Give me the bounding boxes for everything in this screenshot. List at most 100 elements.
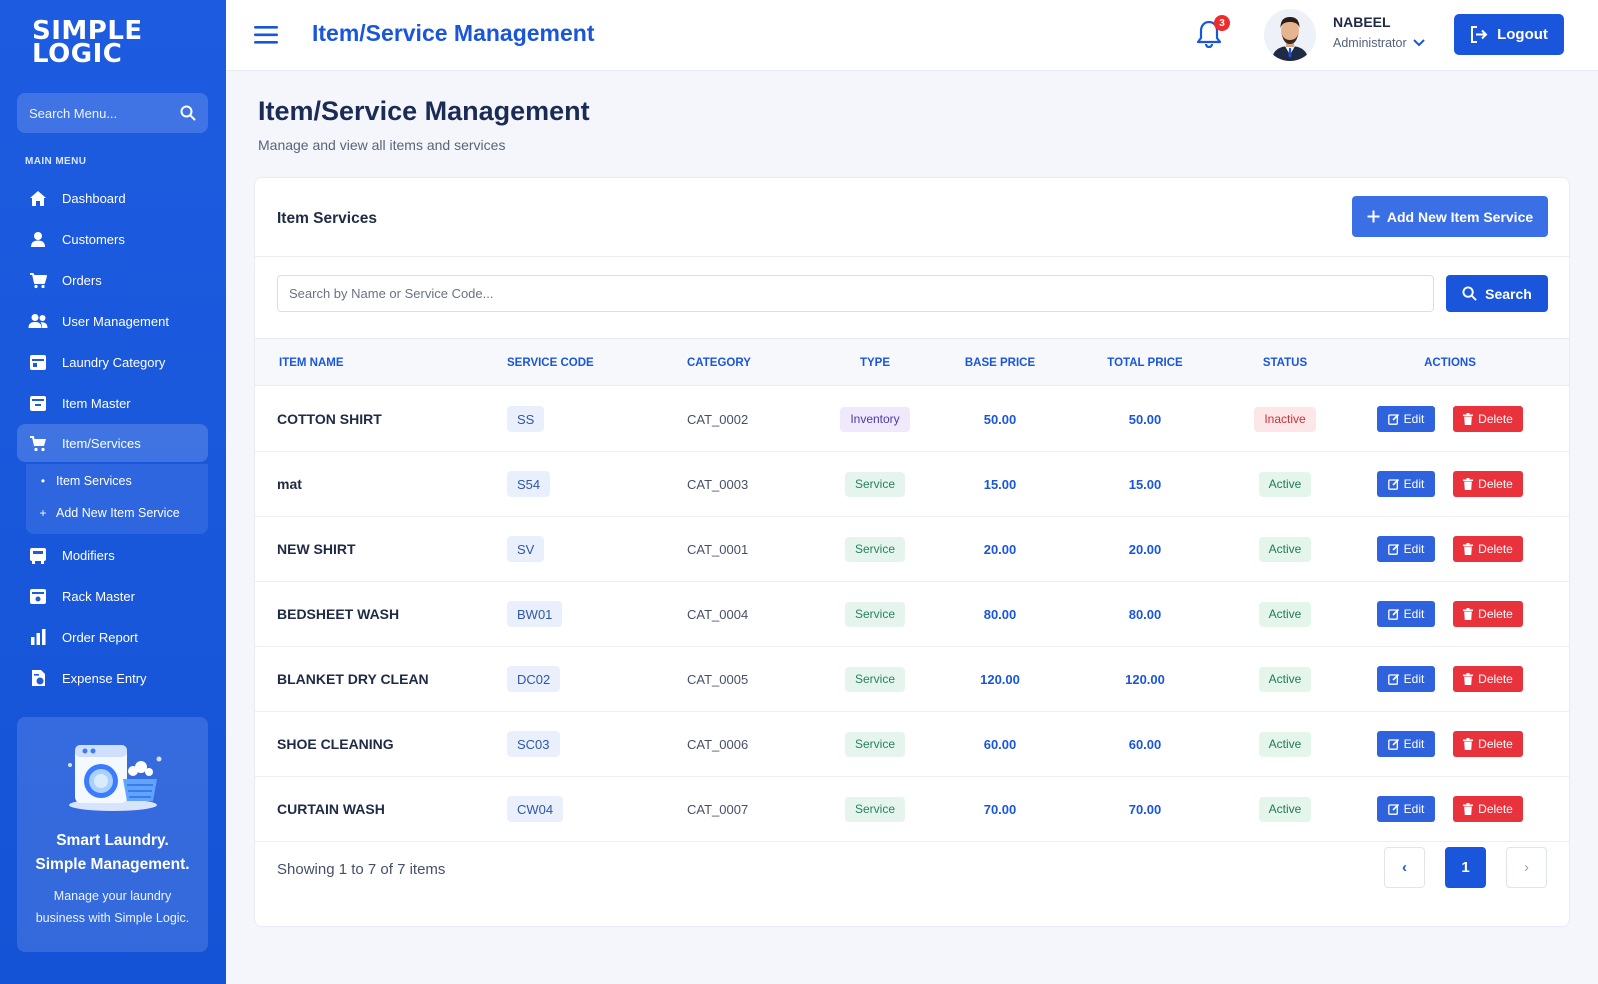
- service-code-cell: SV: [507, 517, 545, 581]
- total-price: 50.00: [1128, 411, 1162, 427]
- type-cell: Service: [833, 712, 917, 776]
- total-price: 20.00: [1128, 541, 1162, 557]
- sidebar-item-customers[interactable]: Customers: [17, 220, 208, 258]
- service-code: SC03: [507, 731, 560, 757]
- edit-icon: [1387, 543, 1399, 555]
- sidebar-item-order-report[interactable]: Order Report: [17, 618, 208, 656]
- search-button[interactable]: Search: [1446, 275, 1548, 312]
- chevron-left-icon: ‹: [1402, 859, 1407, 876]
- sidebar-item-user-management[interactable]: User Management: [17, 302, 208, 340]
- type-cell: Service: [833, 517, 917, 581]
- type-badge: Service: [844, 666, 905, 692]
- total-price: 70.00: [1128, 801, 1162, 817]
- column-header-item-name[interactable]: ITEM NAME: [279, 357, 344, 369]
- table-row: CURTAIN WASH CW04 CAT_0007 Service 70.00 70.0…: [255, 777, 1569, 842]
- sidebar-item-label: Laundry Category: [62, 354, 166, 370]
- hamburger-menu-icon[interactable]: [254, 26, 278, 44]
- delete-button[interactable]: Delete: [1453, 731, 1523, 757]
- trash-icon: [1463, 478, 1474, 490]
- item-name: SHOE CLEANING: [277, 736, 394, 752]
- type-badge: Service: [844, 796, 905, 822]
- sidebar-item-item-services[interactable]: Item/Services: [17, 424, 208, 462]
- service-code-cell: SS: [507, 387, 545, 451]
- item-name: BLANKET DRY CLEAN: [277, 671, 429, 687]
- column-header-type[interactable]: TYPE: [859, 357, 891, 369]
- delete-button[interactable]: Delete: [1453, 601, 1523, 627]
- column-header-base-price[interactable]: BASE PRICE: [964, 357, 1036, 369]
- sidebar-item-orders[interactable]: Orders: [17, 261, 208, 299]
- submenu-item-add-new[interactable]: + Add New Item Service: [39, 506, 179, 520]
- logout-icon: [1471, 26, 1488, 43]
- search-input[interactable]: [277, 275, 1434, 312]
- status-cell: Active: [1225, 647, 1345, 711]
- edit-button[interactable]: Edit: [1377, 471, 1435, 497]
- column-header-service-code[interactable]: SERVICE CODE: [507, 357, 594, 369]
- edit-label: Edit: [1403, 542, 1425, 556]
- delete-button[interactable]: Delete: [1453, 796, 1523, 822]
- delete-label: Delete: [1478, 737, 1513, 751]
- sidebar-item-label: Modifiers: [62, 547, 115, 563]
- delete-label: Delete: [1478, 542, 1513, 556]
- delete-button[interactable]: Delete: [1453, 536, 1523, 562]
- pagination-summary: Showing 1 to 7 of 7 items: [277, 861, 446, 878]
- type-cell: Service: [833, 647, 917, 711]
- sidebar-item-modifiers[interactable]: Modifiers: [17, 536, 208, 574]
- washing-machine-illustration: [68, 745, 162, 811]
- edit-button[interactable]: Edit: [1377, 796, 1435, 822]
- logout-label: Logout: [1497, 26, 1548, 43]
- service-code: S54: [507, 471, 551, 497]
- status-cell: Active: [1225, 582, 1345, 646]
- add-button-label: Add New Item Service: [1386, 208, 1534, 225]
- trash-icon: [1463, 608, 1474, 620]
- delete-button[interactable]: Delete: [1453, 471, 1523, 497]
- status-badge: Active: [1258, 796, 1312, 822]
- pagination-next-button[interactable]: ›: [1506, 847, 1547, 888]
- search-icon: [1462, 286, 1477, 301]
- column-header-total-price[interactable]: TOTAL PRICE: [1107, 357, 1183, 369]
- logout-button[interactable]: Logout: [1454, 14, 1564, 55]
- sidebar-item-dashboard[interactable]: Dashboard: [17, 179, 208, 217]
- sidebar-search[interactable]: Search Menu...: [17, 93, 208, 133]
- type-badge: Service: [844, 731, 905, 757]
- edit-button[interactable]: Edit: [1377, 666, 1435, 692]
- edit-button[interactable]: Edit: [1377, 731, 1435, 757]
- edit-button[interactable]: Edit: [1377, 536, 1435, 562]
- total-price: 15.00: [1128, 476, 1162, 492]
- column-header-status[interactable]: STATUS: [1262, 357, 1308, 369]
- column-header-category[interactable]: CATEGORY: [687, 357, 751, 369]
- user-role-dropdown[interactable]: Administrator: [1333, 36, 1425, 50]
- delete-button[interactable]: Delete: [1453, 406, 1523, 432]
- edit-button[interactable]: Edit: [1377, 406, 1435, 432]
- sidebar-item-item-master[interactable]: Item Master: [17, 384, 208, 422]
- category: CAT_0005: [687, 671, 749, 687]
- row-actions: Edit Delete: [1377, 387, 1523, 451]
- edit-icon: [1387, 608, 1399, 620]
- pagination-prev-button[interactable]: ‹: [1384, 847, 1425, 888]
- bell-icon[interactable]: [1196, 20, 1222, 48]
- avatar[interactable]: [1264, 9, 1316, 61]
- table-row: BLANKET DRY CLEAN DC02 CAT_0005 Service 120.…: [255, 647, 1569, 712]
- edit-button[interactable]: Edit: [1377, 601, 1435, 627]
- service-code: SV: [507, 536, 545, 562]
- sidebar-item-label: Expense Entry: [62, 670, 147, 686]
- status-cell: Active: [1225, 777, 1345, 841]
- divider: [255, 256, 1569, 257]
- sidebar-item-laundry-category[interactable]: Laundry Category: [17, 343, 208, 381]
- pagination-page-1[interactable]: 1: [1445, 847, 1486, 888]
- submenu-item-item-services[interactable]: • Item Services: [39, 474, 132, 488]
- sidebar-item-rack-master[interactable]: Rack Master: [17, 577, 208, 615]
- total-price: 80.00: [1128, 606, 1162, 622]
- add-new-item-service-button[interactable]: Add New Item Service: [1352, 196, 1548, 237]
- promo-title-line-1: Smart Laundry.: [56, 832, 169, 849]
- sidebar-item-label: Item/Services: [62, 435, 141, 451]
- category: CAT_0007: [687, 801, 749, 817]
- delete-button[interactable]: Delete: [1453, 666, 1523, 692]
- promo-card: Smart Laundry. Simple Management. Manage…: [17, 717, 208, 952]
- category: CAT_0004: [687, 606, 749, 622]
- sidebar-item-expense-entry[interactable]: Expense Entry: [17, 659, 208, 697]
- trash-icon: [1463, 543, 1474, 555]
- page-subtitle: Manage and view all items and services: [258, 137, 506, 153]
- edit-label: Edit: [1403, 737, 1425, 751]
- brand-logo[interactable]: SIMPLE LOGIC: [32, 16, 143, 67]
- brand-line-1: SIMPLE: [32, 16, 143, 46]
